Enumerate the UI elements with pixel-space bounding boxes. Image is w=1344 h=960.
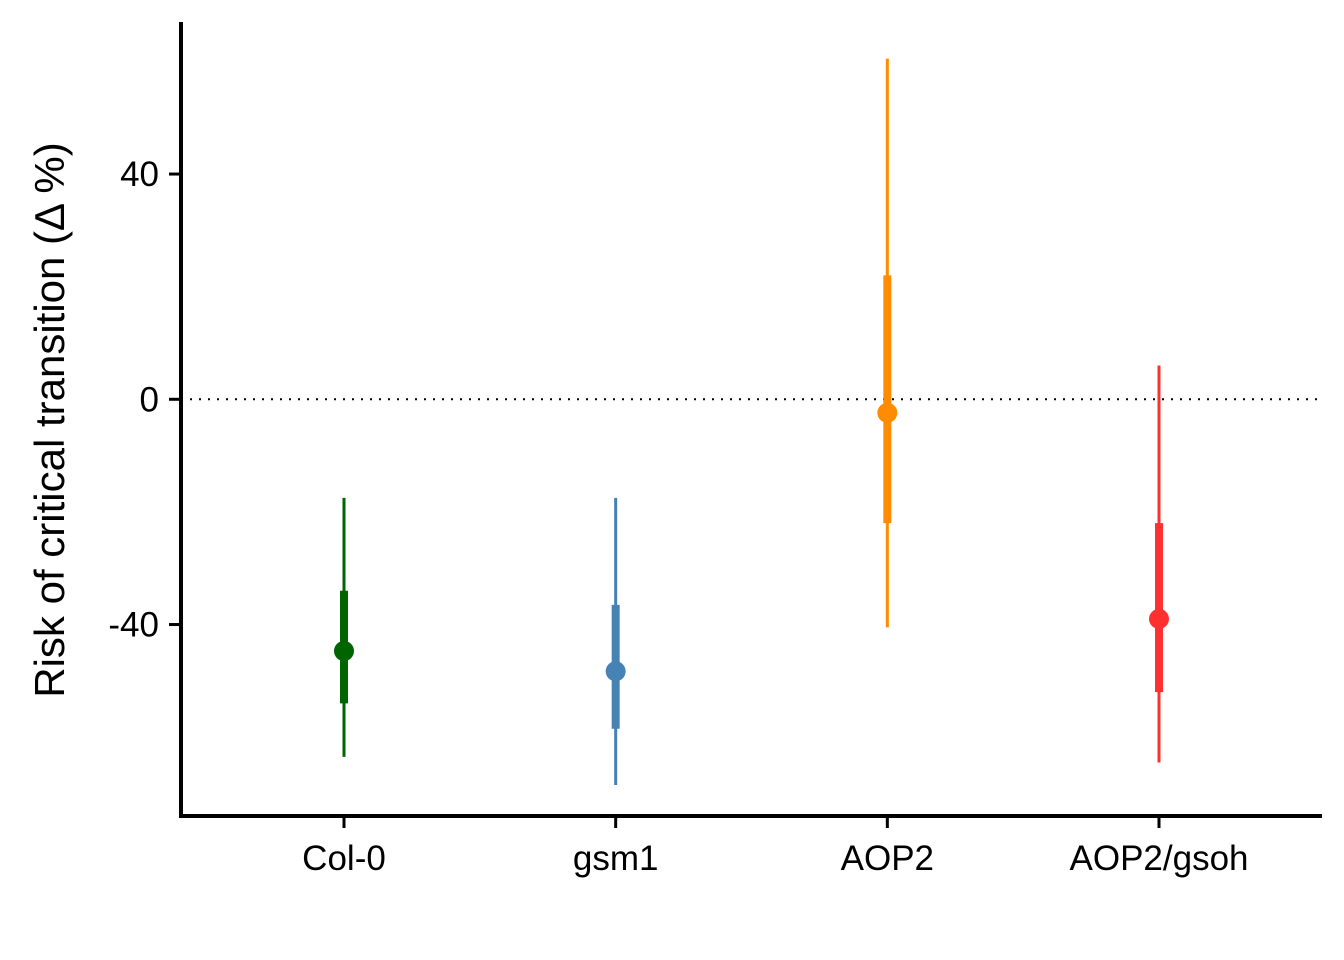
- x-tick-label: AOP2/gsoh: [1070, 839, 1249, 878]
- estimate-point-aop2: [877, 402, 898, 423]
- y-tick-label: 40: [120, 155, 159, 194]
- estimate-point-aop2-gsoh: [1149, 608, 1169, 629]
- x-tick-label: gsm1: [573, 839, 659, 878]
- estimate-point-col-0: [334, 641, 354, 662]
- axes-layer: [179, 22, 1322, 818]
- y-tick-label: -40: [108, 606, 159, 645]
- x-tick-label: Col-0: [302, 839, 386, 878]
- y-axis-title: Risk of critical transition (Δ %): [26, 142, 73, 698]
- marks-layer: [334, 58, 1169, 786]
- y-tick-label: 0: [140, 380, 159, 419]
- x-tick-label: AOP2: [841, 839, 934, 878]
- estimate-point-gsm1: [605, 661, 626, 682]
- ticks-layer: -40 0 40 Col-0 gsm1 AOP2 AOP2/gsoh: [108, 155, 1248, 878]
